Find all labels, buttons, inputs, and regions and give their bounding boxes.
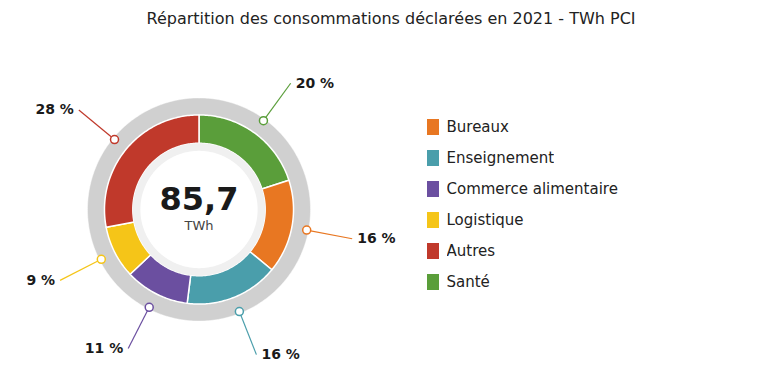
html-text:Enseignement: Enseignement [446,149,555,168]
svg-text:16 %: 16 % [357,230,395,246]
html-text:Répartition des consommations: Répartition des consommations déclarées … [146,9,636,28]
svg-text:28 %: 28 % [35,101,73,117]
svg-text:TWh: TWh [183,218,213,233]
html-text:Santé: Santé [446,273,490,292]
html-text:Bureaux: Bureaux [446,118,509,137]
html-text:Logistique: Logistique [446,211,524,230]
svg-text:85,7: 85,7 [160,180,239,218]
svg-text:20 %: 20 % [296,75,334,91]
svg-text:9 %: 9 % [26,272,55,288]
svg-text:16 %: 16 % [261,346,299,362]
svg-text:11 %: 11 % [85,340,123,356]
html-text:Commerce alimentaire: Commerce alimentaire [446,180,618,199]
html-text:Autres: Autres [446,242,495,261]
